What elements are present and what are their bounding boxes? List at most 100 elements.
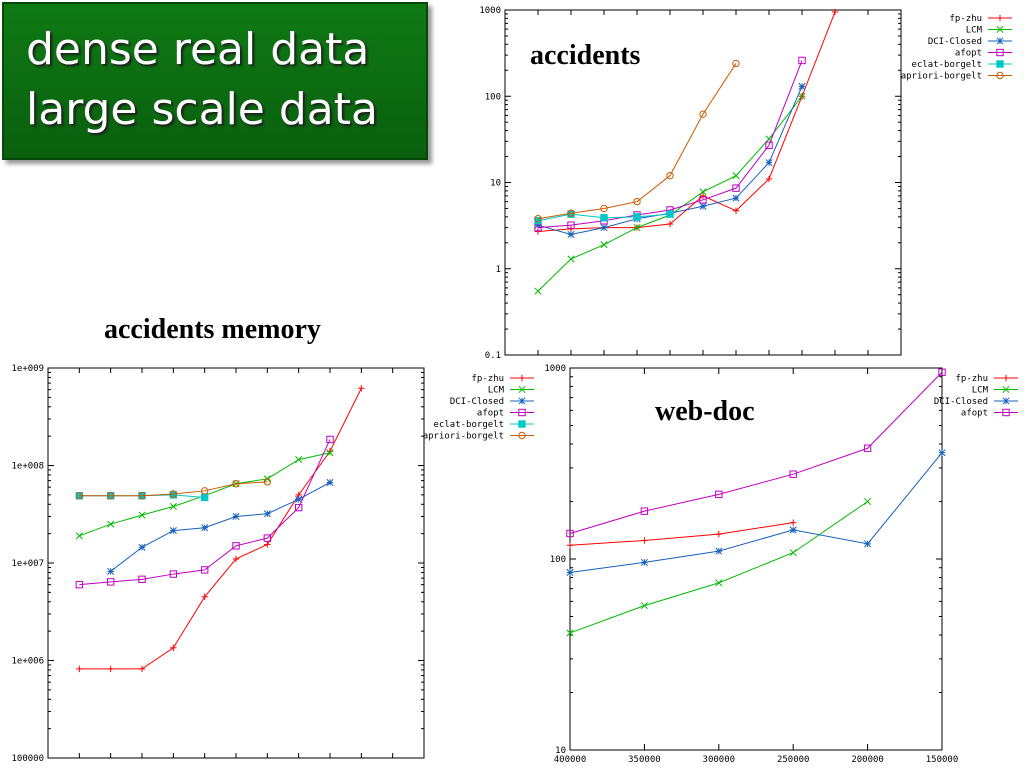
accidents-ytick-label: 100 — [485, 92, 501, 102]
accidents-memory-point-afopt — [294, 503, 303, 512]
accidents-point-apriori-borgelt — [567, 209, 575, 217]
accidents-legend-label: DCI-Closed — [928, 37, 982, 47]
accidents-memory-legend-marker — [518, 374, 526, 382]
accidents-memory-legend-label: afopt — [477, 409, 504, 419]
accidents-memory-point-DCI-Closed — [107, 567, 115, 575]
web-doc-series-line-afopt — [569, 371, 943, 534]
accidents-point-afopt — [798, 56, 806, 65]
accidents-point-DCI-Closed — [567, 230, 575, 238]
accidents-point-DCI-Closed — [798, 82, 806, 90]
accidents-point-LCM — [732, 172, 740, 180]
web-doc-point-fp-zhu — [566, 542, 574, 549]
accidents-chart-title: accidents — [530, 40, 641, 71]
accidents-memory-point-LCM — [295, 456, 303, 464]
accidents-memory-ytick-label: 1e+009 — [11, 364, 44, 374]
accidents-point-fp-zhu — [765, 175, 773, 183]
accidents-point-DCI-Closed — [732, 194, 740, 202]
accidents-memory-point-afopt — [106, 578, 115, 586]
accidents-memory-legend-label: fp-zhu — [471, 374, 504, 384]
accidents-point-DCI-Closed — [699, 202, 707, 210]
accidents-memory-point-fp-zhu — [232, 555, 240, 563]
accidents-memory-legend-label: apriori-borgelt — [423, 432, 504, 442]
accidents-memory-point-afopt — [138, 575, 146, 584]
accidents-point-LCM — [567, 255, 575, 263]
accidents-ytick-label: 10 — [490, 179, 501, 189]
accidents-memory-point-fp-zhu — [76, 665, 83, 673]
accidents-memory-point-afopt — [326, 435, 334, 444]
accidents-memory-point-DCI-Closed — [232, 512, 240, 521]
accidents-memory-point-apriori-borgelt — [138, 492, 146, 500]
accidents-memory-point-LCM — [75, 532, 83, 540]
accidents-memory-point-DCI-Closed — [138, 543, 146, 551]
accidents-memory-point-fp-zhu — [138, 665, 146, 673]
web-doc-xtick-label: 300000 — [703, 755, 736, 765]
web-doc-point-DCI-Closed — [938, 449, 946, 457]
accidents-point-DCI-Closed — [765, 159, 773, 167]
accidents-point-fp-zhu — [534, 228, 542, 235]
accidents-memory-point-afopt — [232, 542, 240, 550]
web-doc-legend-label: LCM — [972, 386, 989, 396]
accidents-point-eclat-borgelt — [633, 213, 641, 221]
accidents-point-afopt — [699, 196, 707, 204]
accidents-memory-series-line-apriori-borgelt — [79, 481, 268, 497]
accidents-point-apriori-borgelt — [534, 215, 542, 223]
web-doc-legend-label: fp-zhu — [955, 374, 988, 384]
web-doc-point-DCI-Closed — [566, 568, 574, 577]
accidents-memory-point-afopt — [200, 566, 209, 574]
accidents-memory-point-DCI-Closed — [295, 495, 303, 503]
web-doc-plot-frame — [569, 367, 943, 751]
accidents-point-LCM — [699, 188, 707, 196]
web-doc-legend-label: afopt — [961, 409, 988, 419]
accidents-memory-point-fp-zhu — [107, 665, 114, 673]
accidents-memory-legend-marker — [518, 397, 526, 405]
accidents-memory-point-afopt — [169, 570, 178, 578]
web-doc-series-line-LCM — [569, 501, 868, 634]
web-doc-point-afopt — [566, 529, 574, 538]
web-doc-series-line-DCI-Closed — [569, 452, 943, 573]
accidents-series-line-afopt — [537, 60, 803, 229]
accidents-point-fp-zhu — [666, 220, 674, 228]
accidents-legend-label: eclat-borgelt — [912, 60, 982, 70]
accidents-memory-point-apriori-borgelt — [232, 480, 240, 488]
web-doc-point-DCI-Closed — [715, 547, 723, 555]
web-doc-chart-title: web-doc — [655, 396, 755, 427]
accidents-memory-point-LCM — [107, 520, 115, 528]
accidents-memory-point-DCI-Closed — [169, 527, 177, 535]
accidents-memory-point-apriori-borgelt — [169, 490, 178, 498]
accidents-memory-series-line-DCI-Closed — [110, 482, 331, 572]
web-doc-point-fp-zhu — [790, 519, 797, 526]
web-doc-ytick-label: 10 — [555, 746, 566, 756]
accidents-memory-point-fp-zhu — [201, 593, 208, 601]
web-doc-series-line-fp-zhu — [569, 522, 794, 546]
accidents-point-LCM — [633, 224, 641, 232]
web-doc-point-LCM — [864, 497, 872, 506]
web-doc-ytick-label: 1000 — [544, 364, 566, 374]
accidents-memory-point-fp-zhu — [170, 644, 177, 651]
accidents-point-fp-zhu — [699, 192, 707, 200]
accidents-legend-marker — [996, 37, 1004, 45]
web-doc-point-LCM — [715, 579, 723, 587]
accidents-memory-legend-marker — [518, 385, 526, 394]
accidents-memory-point-DCI-Closed — [326, 478, 334, 487]
web-doc-legend-marker — [1002, 374, 1010, 382]
accidents-legend-marker — [996, 14, 1004, 22]
accidents-memory-legend-label: DCI-Closed — [450, 397, 504, 407]
accidents-point-eclat-borgelt — [666, 210, 674, 218]
accidents-memory-legend-marker — [518, 420, 526, 428]
accidents-legend-label: afopt — [955, 49, 982, 59]
accidents-memory-ytick-label: 1e+006 — [11, 657, 44, 667]
accidents-memory-legend-marker — [518, 408, 526, 417]
accidents-point-apriori-borgelt — [633, 197, 641, 206]
web-doc-point-fp-zhu — [715, 530, 722, 538]
accidents-point-DCI-Closed — [600, 224, 608, 232]
web-doc-point-fp-zhu — [641, 537, 648, 544]
slide-title-line-1: dense real data — [26, 24, 370, 75]
accidents-memory-series-line-afopt — [79, 439, 331, 586]
accidents-point-afopt — [567, 221, 575, 229]
accidents-memory-point-LCM — [138, 511, 146, 519]
accidents-ytick-label: 1 — [496, 265, 501, 275]
web-doc-legend-marker — [1002, 397, 1010, 405]
